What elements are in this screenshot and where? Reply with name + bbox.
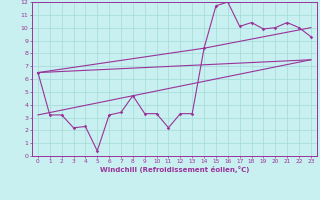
X-axis label: Windchill (Refroidissement éolien,°C): Windchill (Refroidissement éolien,°C) xyxy=(100,166,249,173)
